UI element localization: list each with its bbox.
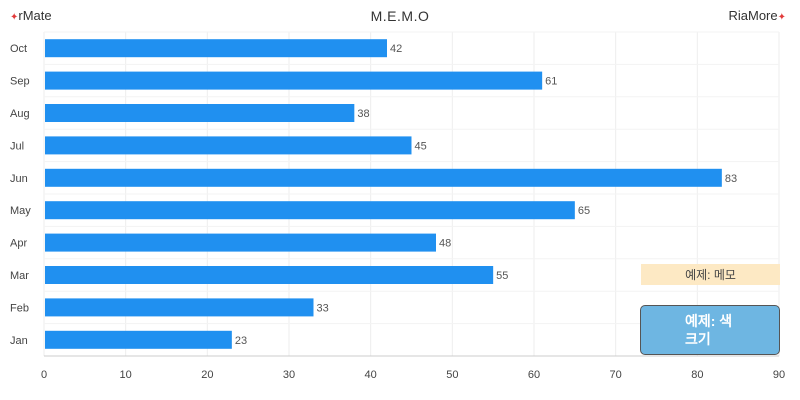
sparkle-icon: ✦ [10, 12, 19, 23]
data-label-oct: 42 [390, 43, 402, 55]
y-tick-label-sep: Sep [10, 76, 30, 88]
x-tick-label: 70 [610, 369, 622, 381]
x-tick-label: 10 [120, 369, 132, 381]
data-label-aug: 38 [357, 108, 369, 120]
bar-oct [45, 39, 387, 58]
x-tick-label: 40 [365, 369, 377, 381]
x-tick-label: 0 [41, 369, 47, 381]
bar-aug [45, 104, 355, 122]
y-tick-label-jan: Jan [10, 335, 28, 347]
data-label-may: 65 [578, 205, 590, 217]
sparkle-icon: ✦ [777, 12, 786, 23]
rmate-logo: ✦rMate [10, 8, 52, 23]
memo-note: 예제: 메모 [641, 264, 780, 285]
y-tick-label-aug: Aug [10, 108, 30, 120]
data-label-mar: 55 [496, 270, 508, 282]
data-label-jun: 83 [725, 173, 737, 185]
data-label-sep: 61 [545, 76, 557, 88]
bar-sep [45, 71, 543, 90]
y-tick-label-oct: Oct [10, 43, 27, 55]
x-tick-label: 20 [201, 369, 213, 381]
x-tick-label: 50 [446, 369, 458, 381]
rmate-logo-text: rMate [18, 8, 52, 23]
riamore-logo-text: RiaMore [728, 8, 778, 23]
x-tick-label: 60 [528, 369, 540, 381]
data-label-jul: 45 [415, 140, 427, 152]
y-tick-label-jun: Jun [10, 173, 28, 185]
x-tick-label: 80 [691, 369, 703, 381]
riamore-logo: RiaMore✦ [728, 8, 786, 23]
y-tick-label-jul: Jul [10, 140, 24, 152]
example-color-size-button[interactable]: 예제: 색 크기 [640, 305, 780, 355]
y-tick-label-apr: Apr [10, 238, 27, 250]
bar-mar [45, 266, 494, 284]
data-label-apr: 48 [439, 238, 451, 250]
bar-jan [45, 330, 232, 349]
chart-title: M.E.M.O [370, 8, 430, 24]
data-label-feb: 33 [317, 302, 329, 314]
bar-apr [45, 233, 436, 252]
bar-feb [45, 298, 314, 317]
bar-may [45, 201, 575, 220]
x-tick-label: 30 [283, 369, 295, 381]
x-tick-label: 90 [773, 369, 785, 381]
y-tick-label-may: May [10, 205, 31, 217]
data-label-jan: 23 [235, 335, 247, 347]
bar-jul [45, 136, 412, 155]
bar-jun [45, 168, 722, 187]
y-tick-label-mar: Mar [10, 270, 29, 282]
y-tick-label-feb: Feb [10, 302, 29, 314]
